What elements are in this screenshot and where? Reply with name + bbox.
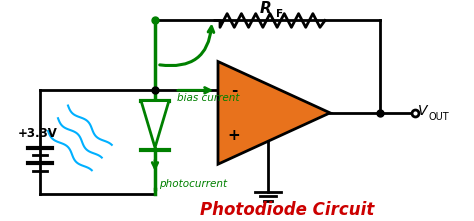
Text: V: V xyxy=(418,104,428,118)
Polygon shape xyxy=(141,101,169,148)
Text: bias current: bias current xyxy=(177,93,239,103)
Text: +: + xyxy=(228,128,240,143)
Text: Photodiode Circuit: Photodiode Circuit xyxy=(200,201,374,219)
Text: +3.3V: +3.3V xyxy=(18,127,58,140)
Text: photocurrent: photocurrent xyxy=(159,179,227,189)
Polygon shape xyxy=(218,61,330,164)
Text: F: F xyxy=(276,9,283,19)
Text: R: R xyxy=(260,1,272,16)
Text: OUT: OUT xyxy=(429,112,450,122)
Text: -: - xyxy=(231,83,237,98)
